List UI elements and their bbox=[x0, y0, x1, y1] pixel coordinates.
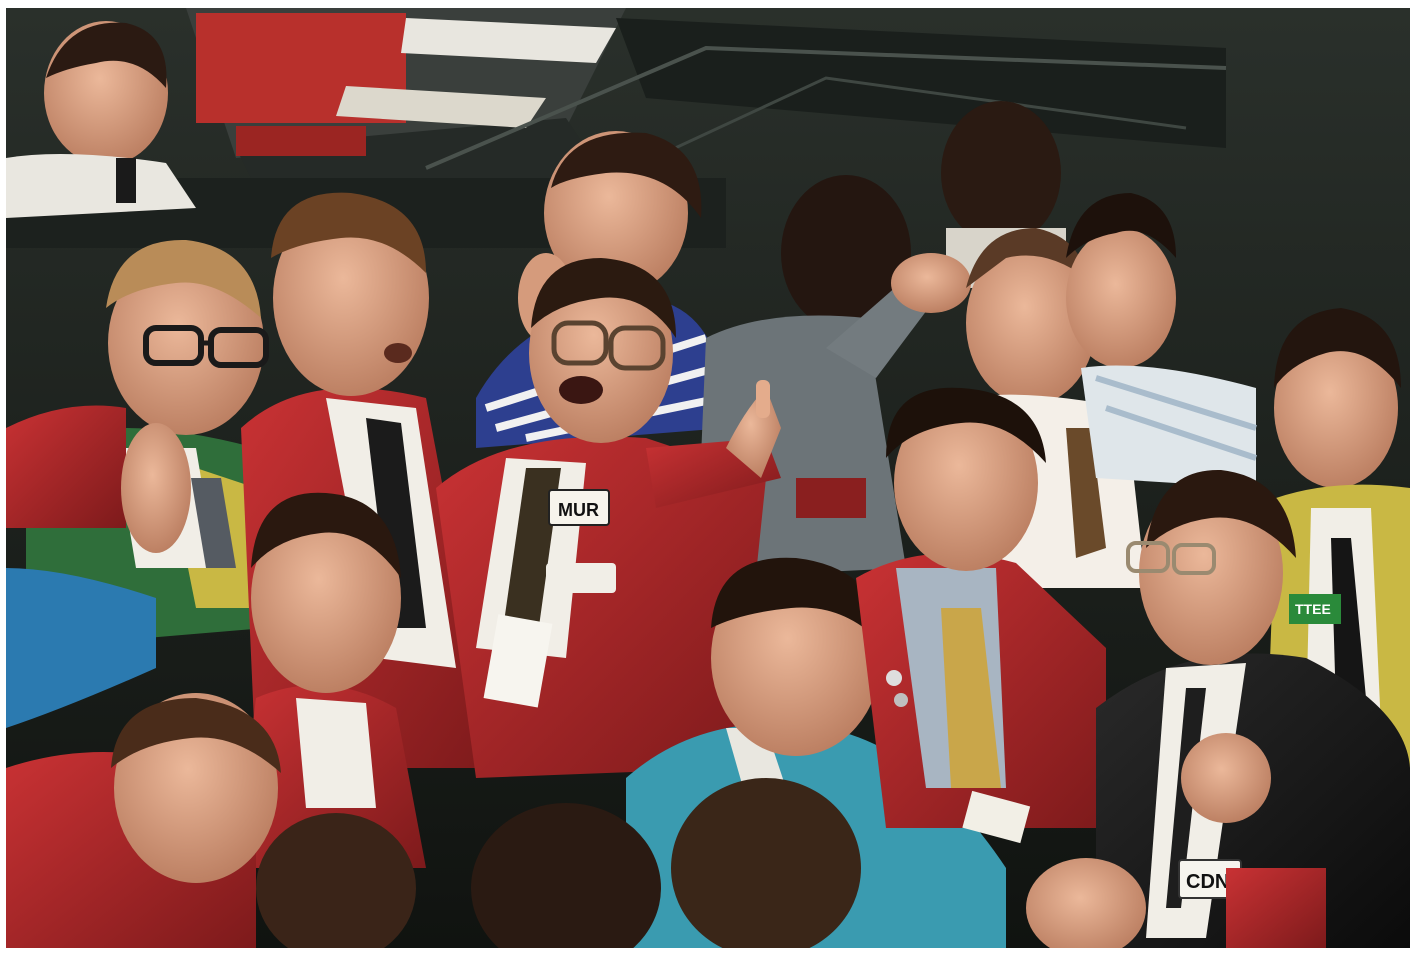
man-pointing-center: MUR bbox=[436, 258, 781, 778]
badge-far-right: TTEE bbox=[1295, 601, 1331, 617]
man-dark-hair-right bbox=[1066, 193, 1257, 488]
trading-floor-photo: TTEE bbox=[6, 8, 1410, 948]
seated-man-top-left bbox=[6, 21, 196, 218]
man-curly-hair-yellow-tie bbox=[856, 387, 1106, 844]
photo-illustration: TTEE bbox=[6, 8, 1410, 948]
man-front-left bbox=[236, 492, 426, 868]
foreground-heads bbox=[6, 693, 1326, 948]
man-red-jacket-far-left bbox=[6, 405, 126, 528]
badge-cdn: CDN bbox=[1186, 871, 1229, 893]
man-far-right: TTEE bbox=[1266, 308, 1410, 768]
badge-mur: MUR bbox=[558, 500, 599, 520]
man-grey-jacket-back bbox=[696, 175, 971, 578]
raised-arm-blue-sleeve bbox=[6, 423, 191, 728]
